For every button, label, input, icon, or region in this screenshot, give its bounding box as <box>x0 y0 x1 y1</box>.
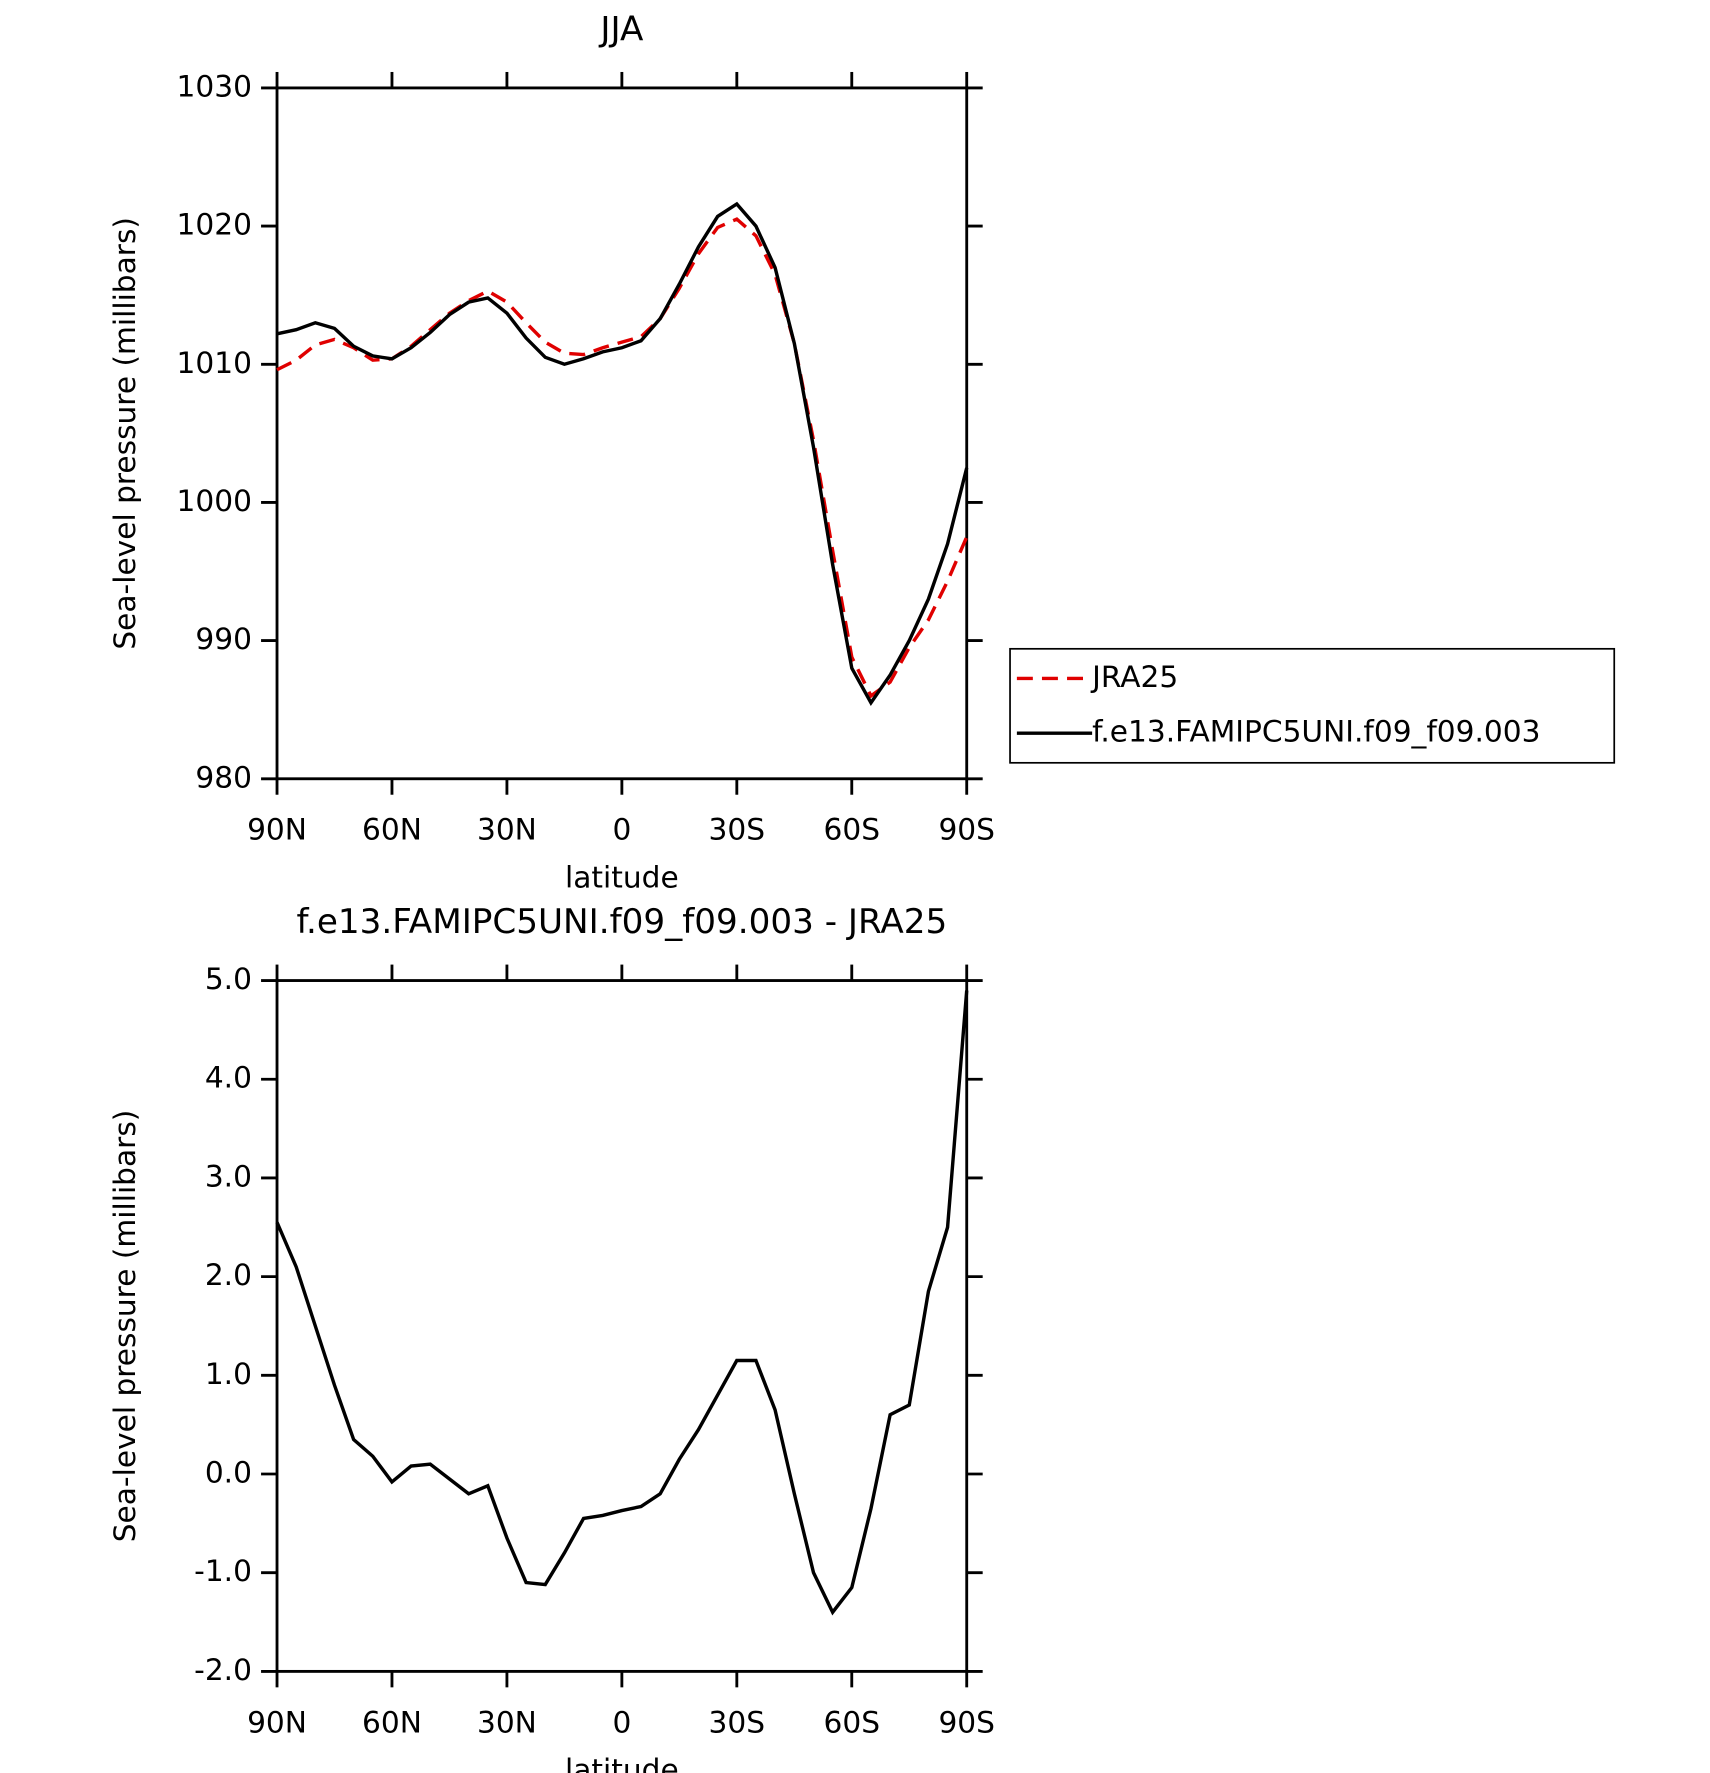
plot-frame <box>275 979 969 1673</box>
x-tick-label: 60N <box>362 1704 422 1739</box>
y-tick-label: 980 <box>195 759 252 794</box>
y-tick-label: 1010 <box>177 345 252 380</box>
x-tick-label: 60N <box>362 812 422 847</box>
x-tick-label: 90N <box>247 1704 307 1739</box>
y-tick-label: 1020 <box>177 207 252 242</box>
x-tick-label: 90S <box>938 1704 995 1739</box>
x-tick-label: 90N <box>247 812 307 847</box>
x-tick-label: 30S <box>709 812 766 847</box>
y-axis-label: Sea-level pressure (millibars) <box>107 1110 142 1543</box>
x-tick-label: 30S <box>709 1704 766 1739</box>
data-line <box>276 217 969 699</box>
legend-label: JRA25 <box>1090 659 1178 694</box>
y-tick-label: 1030 <box>177 68 252 103</box>
y-tick-label: 0.0 <box>205 1455 252 1490</box>
x-axis-label: latitude <box>565 860 679 895</box>
y-tick-label: -2.0 <box>194 1652 252 1687</box>
legend-box <box>1009 647 1616 764</box>
y-tick-label: 2.0 <box>205 1257 252 1292</box>
y-tick-label: 1.0 <box>205 1356 252 1391</box>
x-tick-label: 30N <box>477 1704 537 1739</box>
plot-frame <box>275 86 969 781</box>
y-tick-label: -1.0 <box>194 1553 252 1588</box>
y-tick-label: 3.0 <box>205 1158 252 1193</box>
x-tick-label: 30N <box>477 812 537 847</box>
y-axis-label: Sea-level pressure (millibars) <box>107 217 142 650</box>
y-tick-label: 1000 <box>177 483 252 518</box>
x-axis-label: latitude <box>565 1752 679 1773</box>
x-tick-label: 90S <box>938 812 995 847</box>
x-tick-label: 0 <box>612 812 631 847</box>
y-tick-label: 4.0 <box>205 1060 252 1095</box>
chart-title: f.e13.FAMIPC5UNI.f09_f09.003 - JRA25 <box>296 902 947 942</box>
data-line <box>275 990 969 1616</box>
y-tick-label: 990 <box>195 621 252 656</box>
chart-title: JJA <box>598 9 644 49</box>
legend-label: f.e13.FAMIPC5UNI.f09_f09.003 <box>1092 714 1540 749</box>
data-line <box>276 201 969 706</box>
x-tick-label: 0 <box>612 1704 631 1739</box>
x-tick-label: 60S <box>824 1704 881 1739</box>
x-tick-label: 60S <box>824 812 881 847</box>
y-tick-label: 5.0 <box>205 961 252 996</box>
